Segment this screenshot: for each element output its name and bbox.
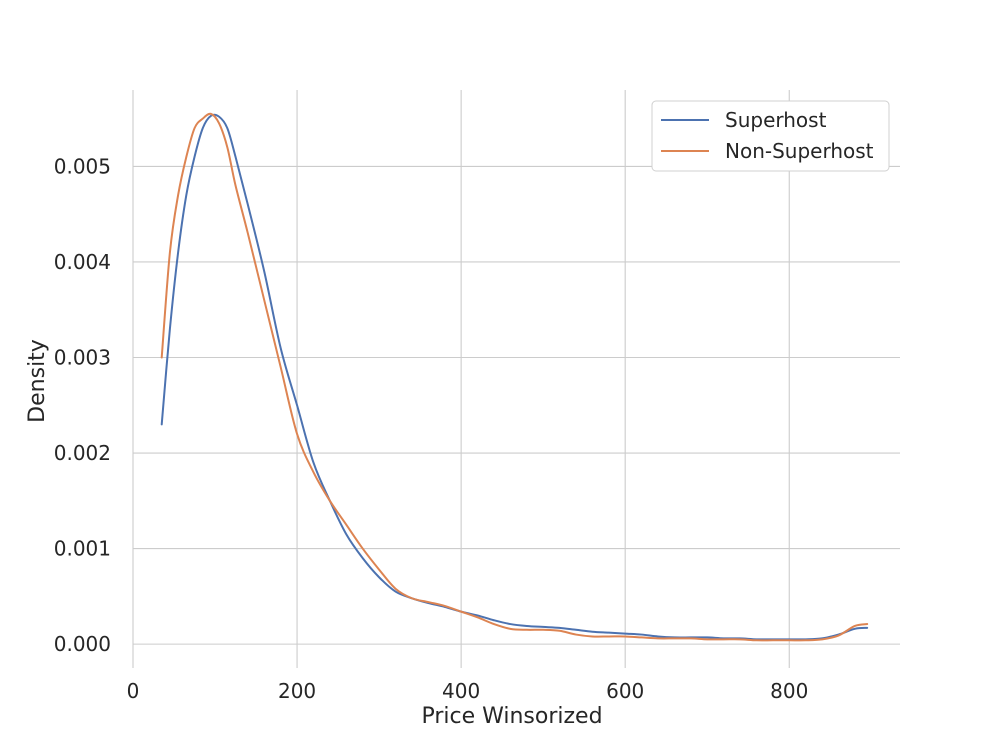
y-tick-label: 0.004: [54, 250, 111, 274]
x-axis-label: Price Winsorized: [421, 704, 602, 729]
x-tick-label: 600: [606, 679, 644, 703]
legend-label-superhost: Superhost: [725, 108, 827, 132]
grid: [132, 90, 900, 668]
y-axis-label: Density: [25, 339, 50, 423]
legend: Superhost Non-Superhost: [651, 100, 890, 172]
tick-labels: 0 200 400 600 800 0.000 0.001 0.002 0.003 0.004 0.…: [54, 154, 809, 703]
non-superhost-density-line: [160, 112, 869, 642]
y-tick-label: 0.005: [54, 154, 111, 178]
y-tick-label: 0.002: [54, 441, 111, 465]
x-tick-label: 0: [127, 679, 140, 703]
y-tick-label: 0.003: [54, 346, 111, 370]
series-lines: [160, 112, 869, 642]
x-tick-label: 800: [770, 679, 808, 703]
x-tick-label: 400: [442, 679, 480, 703]
x-tick-label: 200: [278, 679, 316, 703]
legend-label-non-superhost: Non-Superhost: [725, 139, 874, 163]
y-tick-label: 0.001: [54, 537, 111, 561]
superhost-density-line: [160, 113, 869, 641]
y-tick-label: 0.000: [54, 632, 111, 656]
legend-box: [651, 100, 890, 172]
